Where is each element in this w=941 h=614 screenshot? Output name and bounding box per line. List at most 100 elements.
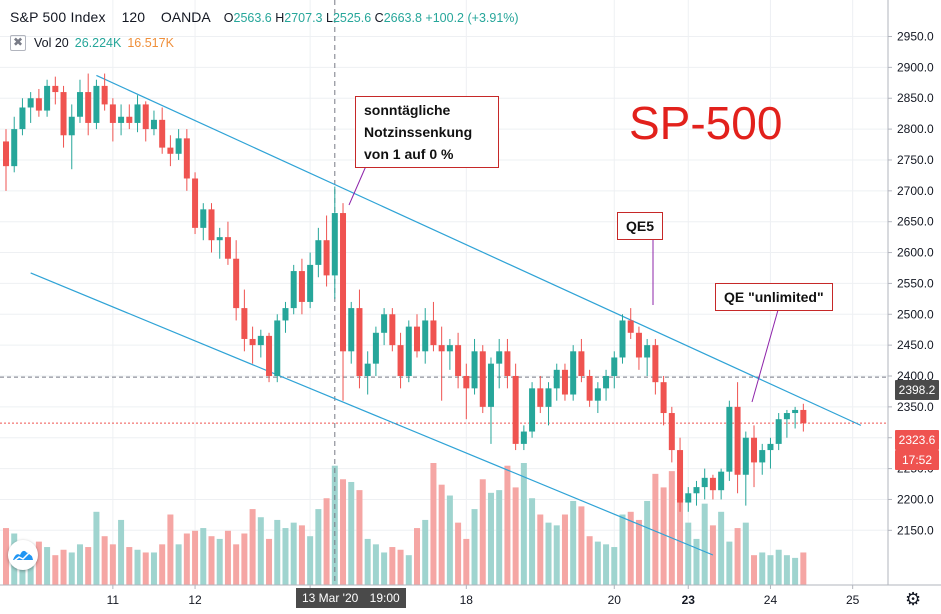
candle-body (307, 264, 314, 302)
candle-body (701, 477, 708, 488)
volume-bar (150, 552, 157, 585)
volume-bar (561, 514, 568, 585)
volume-bar (594, 541, 601, 585)
note-rate-cut[interactable]: sonntägliche Notzinssenkung von 1 auf 0 … (355, 96, 499, 168)
candle-body (290, 271, 297, 309)
candle (27, 92, 34, 123)
high-value: 2707.3 (284, 11, 323, 25)
candle (422, 308, 429, 364)
volume-bar (405, 555, 412, 585)
candle (175, 129, 182, 160)
candle (93, 79, 100, 130)
close-icon[interactable]: ✖ (10, 35, 26, 51)
candle-body (553, 369, 560, 389)
candle (586, 369, 593, 407)
volume-bar (44, 547, 51, 585)
open-label: O (223, 11, 234, 25)
candle (726, 400, 733, 481)
interval-label[interactable]: 120 (121, 9, 145, 25)
candle (397, 332, 404, 389)
candle (800, 403, 807, 432)
candle-body (274, 320, 281, 376)
candle-body (76, 92, 83, 117)
candle (414, 314, 420, 358)
volume-bar (290, 522, 297, 585)
candle (142, 101, 149, 142)
volume-bar (578, 506, 585, 585)
candle-body (331, 213, 338, 276)
candle (496, 338, 503, 389)
candle (594, 382, 601, 414)
candle (677, 437, 684, 512)
candle-body (118, 116, 125, 123)
candle-body (635, 332, 642, 358)
tradingview-logo-icon[interactable] (8, 540, 38, 570)
price-tick-label: 2700.0 (897, 184, 934, 198)
candle (693, 480, 700, 506)
candle (101, 73, 108, 111)
volume-bar (701, 503, 708, 585)
candle-body (668, 413, 675, 451)
gear-icon[interactable]: ⚙ (905, 589, 922, 609)
volume-bar (635, 519, 642, 585)
candle (405, 320, 412, 383)
volume-bar (159, 544, 166, 585)
volume-bar (668, 471, 675, 585)
note-qe-unlimited[interactable]: QE "unlimited" (715, 283, 833, 311)
candle (438, 326, 445, 401)
candle-body (775, 419, 782, 444)
volume-bar (685, 522, 692, 585)
candle (545, 382, 552, 426)
candle-body (175, 138, 182, 154)
volume-label[interactable]: Vol 20 (34, 36, 69, 50)
volume-bar (348, 481, 355, 585)
volume-bar (93, 511, 100, 585)
volume-bar (545, 522, 552, 585)
candle (512, 363, 519, 451)
candle (603, 369, 610, 401)
volume-bar (479, 479, 486, 585)
logo-graphic (13, 550, 34, 562)
price-tick-label: 2500.0 (897, 307, 934, 321)
volume-bar (611, 547, 618, 585)
candle-body (3, 141, 9, 167)
candle (381, 308, 388, 346)
candle-body (709, 477, 716, 491)
time-tick-label: 23 (682, 593, 696, 607)
volume-bar (109, 544, 116, 585)
volume-bar (167, 514, 174, 585)
volume-bar (134, 549, 141, 585)
candle-body (422, 320, 429, 352)
candle-body (93, 85, 100, 123)
volume-bar (446, 495, 453, 585)
volume-bar (60, 549, 67, 585)
volume-bar (19, 557, 26, 585)
symbol-name[interactable]: S&P 500 Index (10, 9, 106, 25)
candle (570, 345, 577, 401)
candle (241, 289, 248, 352)
price-tick-label: 2350.0 (897, 400, 934, 414)
candle-body (167, 147, 174, 154)
note-qe5[interactable]: QE5 (617, 212, 664, 240)
candle-body (471, 351, 478, 389)
candle-body (159, 119, 166, 148)
candle (471, 338, 478, 395)
candle (331, 186, 338, 299)
note-rate-cut-line: von 1 auf 0 % (364, 146, 454, 162)
volume-bar (257, 517, 264, 585)
volume-bar (307, 536, 314, 585)
candle (11, 116, 18, 173)
candle (159, 107, 166, 154)
source-label: OANDA (160, 9, 210, 25)
candle-body (216, 237, 223, 241)
volume-bar (35, 541, 42, 585)
candle-body (134, 104, 141, 123)
candle-body (520, 431, 527, 444)
volume-bar (570, 500, 577, 585)
candle (685, 487, 692, 512)
candle (504, 338, 511, 389)
annotation-title[interactable]: SP-500 (629, 97, 783, 149)
note-rate-cut-line: Notzinssenkung (364, 124, 473, 140)
